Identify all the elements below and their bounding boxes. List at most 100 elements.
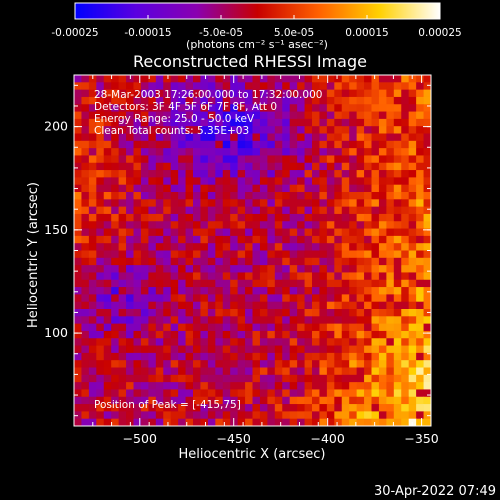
heatmap-cell (178, 374, 186, 383)
heatmap-cell (334, 206, 343, 215)
heatmap-cell (148, 111, 157, 120)
heatmap-cell (349, 338, 358, 346)
heatmap-cell (245, 404, 253, 412)
heatmap-cell (334, 155, 343, 164)
heatmap-cell (252, 250, 261, 259)
heatmap-cell (274, 404, 283, 412)
heatmap-cell (423, 162, 431, 171)
heatmap-cell (267, 360, 276, 368)
heatmap-cell (133, 352, 142, 361)
heatmap-cell (297, 360, 305, 368)
heatmap-cell (408, 82, 417, 91)
heatmap-cell (371, 82, 380, 91)
heatmap-cell (371, 301, 380, 310)
heatmap-cell (178, 301, 186, 310)
heatmap-cell (267, 287, 276, 295)
heatmap-cell (193, 374, 201, 383)
heatmap-cell (423, 148, 431, 156)
heatmap-cell (215, 162, 224, 171)
heatmap-cell (148, 148, 157, 156)
heatmap-cell (207, 360, 216, 368)
heatmap-cell (252, 89, 261, 98)
heatmap-cell (155, 118, 164, 127)
heatmap-cell (393, 170, 402, 178)
heatmap-cell (259, 265, 268, 273)
heatmap-cell (289, 162, 298, 171)
heatmap-cell (178, 170, 186, 178)
heatmap-cell (252, 162, 261, 171)
heatmap-cell (416, 118, 424, 127)
heatmap-cell (282, 418, 291, 426)
heatmap-cell (304, 418, 313, 426)
heatmap-cell (378, 316, 387, 325)
heatmap-cell (245, 89, 253, 98)
heatmap-cell (222, 382, 231, 390)
heatmap-cell (312, 96, 320, 105)
heatmap-cell (423, 213, 431, 222)
heatmap-cell (393, 330, 402, 339)
heatmap-cell (341, 316, 350, 325)
heatmap-cell (319, 155, 328, 164)
heatmap-cell (312, 155, 320, 164)
heatmap-cell (230, 235, 239, 244)
heatmap-cell (111, 155, 120, 164)
heatmap-cell (334, 111, 343, 120)
heatmap-cell (356, 279, 365, 288)
heatmap-cell (237, 279, 246, 288)
heatmap-cell (401, 235, 410, 244)
heatmap-cell (274, 184, 283, 193)
heatmap-cell (364, 309, 372, 317)
heatmap-cell (148, 155, 157, 164)
heatmap-cell (140, 345, 149, 354)
heatmap-cell (297, 345, 305, 354)
heatmap-cell (133, 104, 142, 112)
heatmap-cell (118, 411, 127, 420)
heatmap-cell (178, 338, 186, 346)
heatmap-cell (81, 279, 90, 288)
heatmap-cell (74, 316, 82, 325)
heatmap-cell (282, 82, 291, 91)
heatmap-cell (304, 374, 313, 383)
heatmap-cell (393, 250, 402, 259)
heatmap-cell (349, 396, 358, 405)
heatmap-cell (267, 250, 276, 259)
heatmap-cell (349, 75, 358, 83)
heatmap-cell (103, 309, 112, 317)
heatmap-cell (245, 104, 253, 112)
annotation-block: 28-Mar-2003 17:26:00.000 to 17:32:00.000… (94, 89, 322, 137)
heatmap-cells (74, 75, 431, 426)
heatmap-cell (312, 118, 320, 127)
heatmap-cell (371, 309, 380, 317)
heatmap-cell (349, 177, 358, 186)
heatmap-cell (401, 411, 410, 420)
heatmap-cell (341, 118, 350, 127)
heatmap-cell (371, 404, 380, 412)
heatmap-cell (215, 272, 224, 281)
heatmap-cell (259, 192, 268, 200)
heatmap-cell (207, 96, 216, 105)
heatmap-cell (163, 235, 172, 244)
heatmap-cell (185, 301, 194, 310)
heatmap-cell (193, 89, 201, 98)
heatmap-cell (74, 287, 82, 295)
heatmap-cell (334, 228, 343, 237)
heatmap-cell (170, 330, 179, 339)
heatmap-cell (334, 294, 343, 303)
heatmap-cell (267, 301, 276, 310)
heatmap-cell (178, 177, 186, 186)
heatmap-cell (178, 126, 186, 134)
heatmap-cell (237, 330, 246, 339)
heatmap-cell (207, 118, 216, 127)
heatmap-cell (289, 367, 298, 376)
heatmap-cell (103, 75, 112, 83)
heatmap-cell (222, 265, 231, 273)
heatmap-cell (334, 104, 343, 112)
heatmap-cell (416, 316, 424, 325)
heatmap-cell (341, 294, 350, 303)
heatmap-cell (267, 382, 276, 390)
heatmap-cell (118, 89, 127, 98)
heatmap-cell (178, 192, 186, 200)
heatmap-cell (289, 221, 298, 229)
heatmap-cell (349, 294, 358, 303)
heatmap-cell (423, 338, 431, 346)
